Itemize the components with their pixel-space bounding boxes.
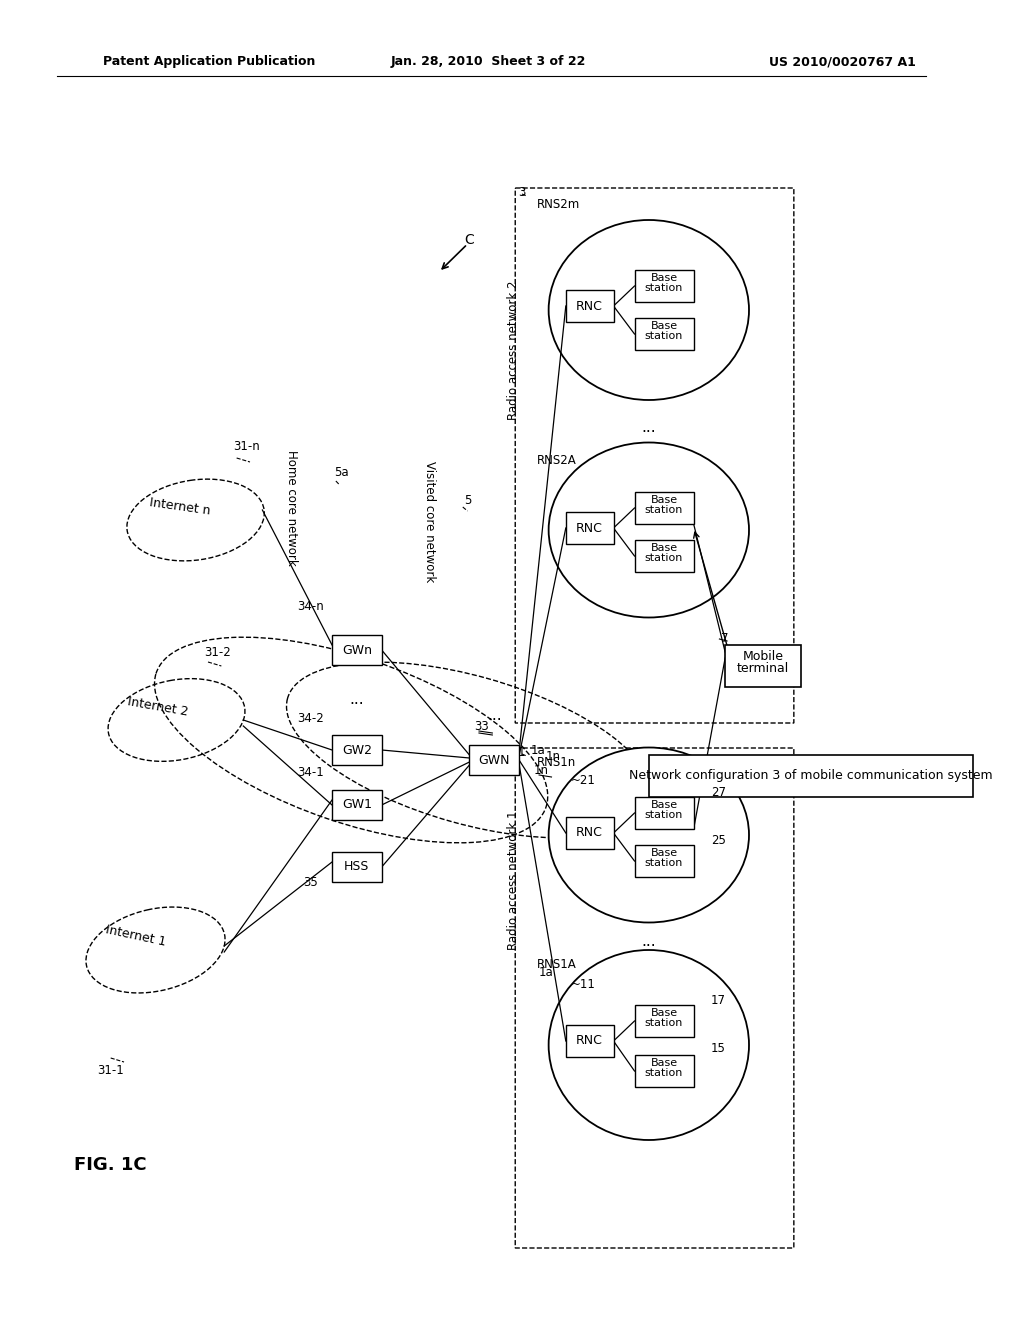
Bar [649,755,973,797]
Text: GWN: GWN [478,754,510,767]
Text: station: station [645,553,683,564]
Bar [332,789,382,820]
Text: RNC: RNC [577,1035,603,1048]
Ellipse shape [549,747,749,923]
Text: Jan. 28, 2010  Sheet 3 of 22: Jan. 28, 2010 Sheet 3 of 22 [391,55,586,69]
Text: station: station [645,506,683,515]
Text: 7: 7 [721,631,729,644]
Text: FIG. 1C: FIG. 1C [75,1156,147,1173]
Bar [332,735,382,766]
Text: GW1: GW1 [342,799,372,812]
Bar [635,845,693,876]
Text: 34-1: 34-1 [297,767,324,780]
Bar [566,512,613,544]
Text: Base: Base [650,1008,678,1018]
Text: Base: Base [650,321,678,331]
Text: 1a: 1a [530,744,545,758]
Bar [635,1005,693,1038]
Text: station: station [645,282,683,293]
Text: 34-n: 34-n [297,601,324,614]
Text: Radio access network 1: Radio access network 1 [507,810,520,950]
Text: terminal: terminal [737,663,790,676]
Text: ...: ... [641,935,656,949]
Text: Base: Base [650,800,678,810]
Text: 34-2: 34-2 [297,711,324,725]
Text: HSS: HSS [344,861,370,874]
Text: Home core network: Home core network [285,450,298,566]
Text: RNC: RNC [577,826,603,840]
Bar [635,1055,693,1086]
FancyBboxPatch shape [515,187,794,723]
Bar [635,540,693,572]
Text: Mobile: Mobile [742,651,783,664]
Ellipse shape [549,220,749,400]
Text: GWn: GWn [342,644,372,656]
Text: RNS1n: RNS1n [538,755,577,768]
Text: 1: 1 [518,746,525,759]
Text: 31-2: 31-2 [204,647,231,660]
Text: GW2: GW2 [342,743,372,756]
Text: 5: 5 [464,494,471,507]
Bar [566,817,613,849]
Text: 33: 33 [474,719,489,733]
Bar [725,645,802,686]
Bar [566,290,613,322]
Text: C: C [465,234,474,247]
Text: 1n: 1n [534,764,549,777]
Text: Base: Base [650,847,678,858]
Text: station: station [645,858,683,869]
Text: 25: 25 [711,833,726,846]
Ellipse shape [549,950,749,1140]
Text: 27: 27 [711,787,726,800]
Text: Base: Base [650,543,678,553]
Text: Network configuration 3 of mobile communication system: Network configuration 3 of mobile commun… [629,770,993,783]
Bar [635,271,693,302]
Text: ...: ... [487,709,502,723]
Text: station: station [645,810,683,820]
Text: 17: 17 [711,994,726,1007]
FancyBboxPatch shape [515,748,794,1247]
Text: Visited core network: Visited core network [423,462,436,582]
Text: RNC: RNC [577,300,603,313]
Ellipse shape [549,442,749,618]
Text: 35: 35 [303,875,317,888]
Bar [332,635,382,665]
Text: 1n: 1n [546,750,561,763]
Text: ...: ... [641,421,656,436]
Text: 15: 15 [711,1041,726,1055]
Text: Internet 2: Internet 2 [126,696,188,718]
Text: station: station [645,1068,683,1078]
Bar [635,797,693,829]
Text: ~11: ~11 [570,978,595,991]
Text: Internet n: Internet n [148,496,211,517]
Text: 3: 3 [518,186,525,198]
Bar [566,1026,613,1057]
Text: Base: Base [650,1059,678,1068]
Text: 5a: 5a [334,466,349,479]
Text: station: station [645,1018,683,1028]
Text: 1a: 1a [539,965,553,978]
Text: Base: Base [650,273,678,282]
Text: Patent Application Publication: Patent Application Publication [103,55,315,69]
Bar [635,492,693,524]
Text: RNS1A: RNS1A [538,958,577,972]
Bar [469,744,519,775]
Text: Base: Base [650,495,678,506]
Text: RNS2A: RNS2A [538,454,577,466]
Text: ...: ... [349,693,365,708]
Text: RNS2m: RNS2m [538,198,581,210]
Text: 31-1: 31-1 [97,1064,124,1077]
Text: ~21: ~21 [570,775,595,788]
Text: Radio access network 2: Radio access network 2 [507,280,520,420]
Text: RNC: RNC [577,521,603,535]
Bar [635,318,693,350]
Bar [332,851,382,882]
Text: Internet 1: Internet 1 [104,923,167,949]
Text: 31-n: 31-n [232,441,259,454]
Text: US 2010/0020767 A1: US 2010/0020767 A1 [769,55,916,69]
Text: station: station [645,331,683,341]
